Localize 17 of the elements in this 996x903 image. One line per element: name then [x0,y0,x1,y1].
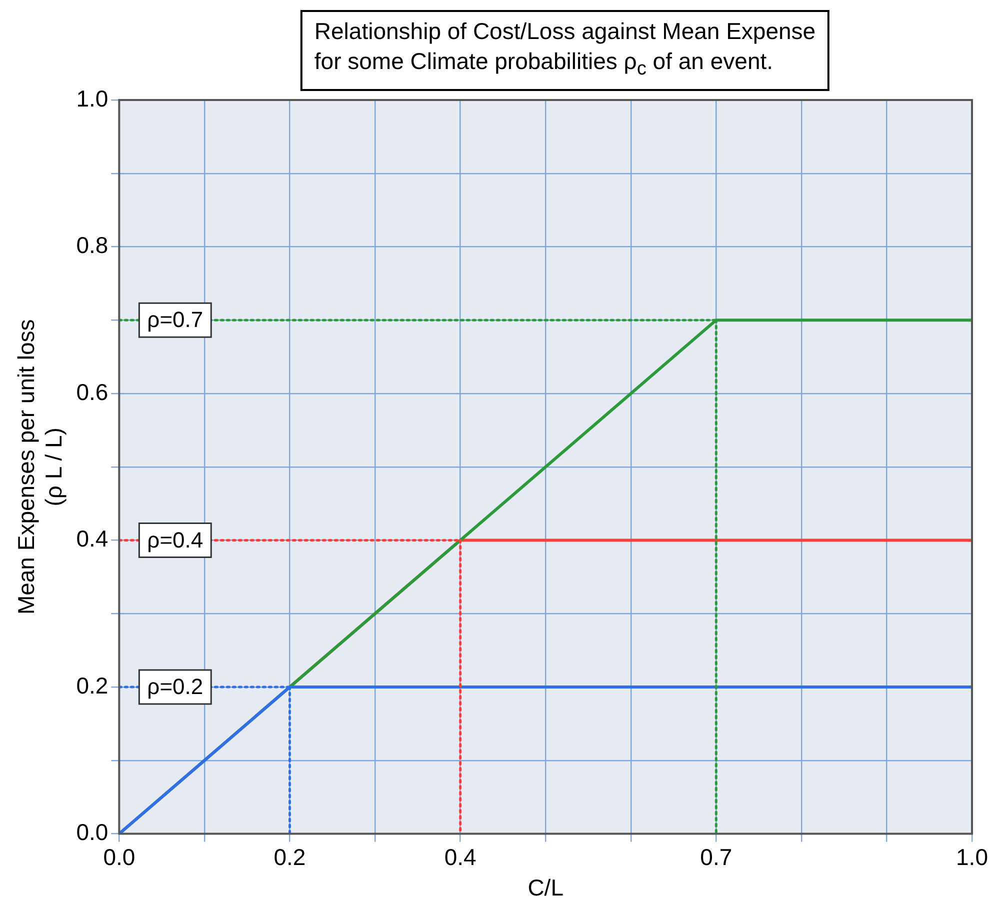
x-tick-label: 1.0 [956,844,988,870]
y-tick-label: 1.0 [76,85,108,112]
y-tick-label: 0.0 [76,819,108,846]
y-tick-label: 0.2 [76,672,108,698]
y-axis-title: Mean Expenses per unit loss (ρ L / L) [13,319,67,615]
series-label: ρ=0.7 [147,307,204,332]
x-axis-title: C/L [528,874,564,901]
series-label: ρ=0.4 [147,527,204,552]
x-tick-label: 0.7 [700,844,732,870]
chart-title: Relationship of Cost/Loss against Mean Expense for some Climate probabilities ρ$_{c}$ of an event. [300,10,830,91]
y-tick-label: 0.6 [76,378,108,405]
x-tick-label: 0.0 [103,844,136,870]
series-label: ρ=0.2 [147,674,204,700]
y-tick-label: 0.4 [76,526,108,552]
y-tick-label: 0.8 [76,232,108,258]
x-tick-label: 0.2 [274,844,306,870]
x-tick-label: 0.4 [444,844,476,870]
